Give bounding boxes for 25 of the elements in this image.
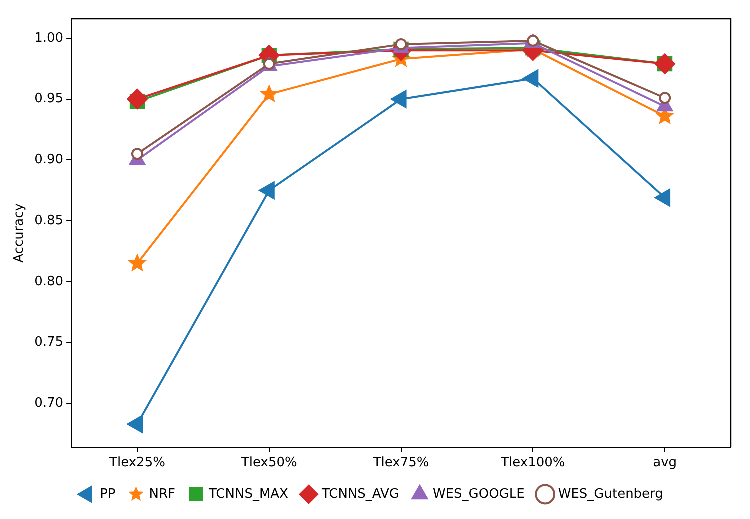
legend-label: TCNNS_MAX	[208, 486, 289, 502]
y-tick-label: 0.75	[34, 335, 64, 350]
x-tick-label: Tlex100%	[500, 456, 566, 471]
y-tick-label: 0.90	[34, 152, 64, 168]
y-axis-title: Accuracy	[12, 203, 28, 263]
y-tick-label: 0.95	[34, 92, 64, 107]
y-tick-label: 0.85	[34, 213, 64, 228]
y-tick-label: 0.70	[34, 396, 64, 411]
point	[654, 54, 676, 75]
legend-label: TCNNS_AVG	[320, 486, 400, 502]
legend-label: PP	[100, 486, 116, 502]
legend-label: WES_Gutenberg	[558, 486, 664, 502]
point	[260, 84, 279, 103]
legend-label: NRF	[149, 486, 176, 502]
point	[131, 148, 144, 160]
x-tick-label: Tlex75%	[372, 456, 430, 471]
point	[659, 92, 672, 104]
legend-label: WES_GOOGLE	[432, 486, 525, 502]
point	[126, 88, 148, 110]
x-tick-label: Tlex50%	[240, 456, 298, 471]
x-tick-label: avg	[653, 456, 678, 471]
y-tick-label: 0.80	[34, 274, 64, 290]
y-tick-label: 1.00	[34, 30, 64, 46]
point	[128, 254, 147, 272]
x-tick-label: Tlex25%	[108, 456, 166, 471]
